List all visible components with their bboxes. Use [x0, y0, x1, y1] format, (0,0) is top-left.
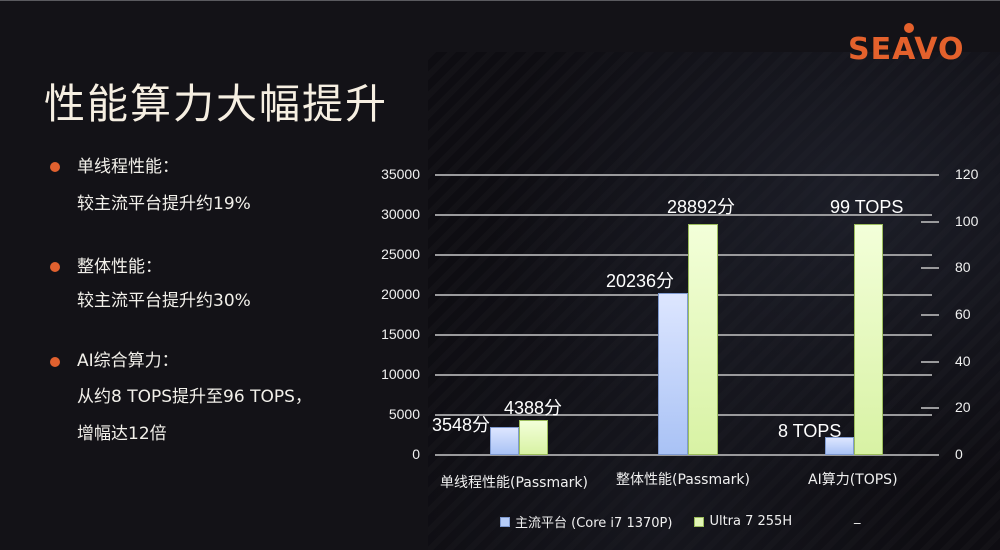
x-category-label: 整体性能(Passmark) — [616, 472, 750, 488]
bullet-dot-icon — [50, 262, 60, 272]
background-texture-panel — [428, 52, 1000, 550]
legend-item-mainstream: 主流平台 (Core i7 1370P) — [500, 512, 672, 531]
legend-extra-mark: _ — [854, 510, 861, 525]
x-category-label: 单线程性能(Passmark) — [440, 475, 588, 491]
legend-label: Ultra 7 255H — [709, 514, 793, 529]
right-axis-tick — [921, 221, 939, 223]
y-right-tick-label: 80 — [955, 259, 971, 275]
bullet-heading: AI综合算力： — [77, 351, 179, 371]
bar-mainstream-overall — [658, 293, 688, 455]
y-right-tick-label: 100 — [955, 213, 979, 229]
logo-dot-icon — [904, 23, 914, 33]
y-right-tick-label: 60 — [955, 306, 971, 322]
bullet-dot-icon — [50, 357, 60, 367]
bar-mainstream-ai — [825, 437, 854, 455]
bar-ultra-single-thread — [519, 420, 548, 455]
y-right-tick-label: 40 — [955, 353, 971, 369]
y-left-tick-label: 10000 — [381, 366, 420, 382]
y-right-tick-label: 0 — [955, 446, 963, 462]
bar-ultra-ai — [854, 224, 883, 455]
bullet-dot-icon — [50, 162, 60, 172]
chart-legend: 主流平台 (Core i7 1370P) Ultra 7 255H — [500, 512, 814, 531]
legend-swatch-green-icon — [694, 516, 705, 527]
legend-swatch-blue-icon — [500, 516, 510, 527]
y-right-tick-label: 120 — [955, 166, 979, 182]
bullet-text: 从约8 TOPS提升至96 TOPS， — [77, 387, 312, 407]
data-label: 3548分 — [432, 415, 491, 435]
gridline — [435, 174, 932, 176]
right-axis-tick — [921, 407, 939, 409]
data-label: 8 TOPS — [778, 421, 842, 441]
right-axis-tick — [921, 314, 939, 316]
data-label: 20236分 — [606, 271, 675, 291]
bullet-heading: 整体性能： — [77, 257, 162, 277]
y-left-tick-label: 20000 — [381, 286, 420, 302]
right-axis-tick — [921, 174, 939, 176]
x-category-label: AI算力(TOPS) — [808, 472, 898, 488]
data-label: 99 TOPS — [830, 197, 904, 217]
gridline — [435, 214, 932, 216]
top-border — [0, 0, 1000, 1]
bar-mainstream-single-thread — [490, 427, 519, 455]
right-axis-tick — [921, 454, 939, 456]
y-left-tick-label: 15000 — [381, 326, 420, 342]
right-axis-tick — [921, 361, 939, 363]
legend-label: 主流平台 (Core i7 1370P) — [515, 516, 673, 531]
y-left-tick-label: 25000 — [381, 246, 420, 262]
y-right-tick-label: 20 — [955, 399, 971, 415]
data-label: 4388分 — [504, 398, 563, 418]
y-left-tick-label: 5000 — [388, 406, 420, 422]
gridline — [435, 254, 932, 256]
seavo-logo: SEAVO — [848, 32, 965, 67]
bar-ultra-overall — [688, 224, 718, 455]
x-axis-line — [435, 454, 932, 456]
y-left-tick-label: 30000 — [381, 206, 420, 222]
bullet-text: 较主流平台提升约19% — [77, 194, 251, 214]
bullet-text: 较主流平台提升约30% — [77, 291, 251, 311]
slide-title: 性能算力大幅提升 — [44, 80, 388, 128]
y-left-tick-label: 0 — [412, 446, 420, 462]
right-axis-tick — [921, 267, 939, 269]
data-label: 28892分 — [667, 197, 736, 217]
bullet-text: 增幅达12倍 — [77, 424, 167, 444]
bullet-heading: 单线程性能： — [77, 157, 179, 177]
y-left-tick-label: 35000 — [381, 166, 420, 182]
legend-item-ultra: Ultra 7 255H — [694, 514, 792, 529]
